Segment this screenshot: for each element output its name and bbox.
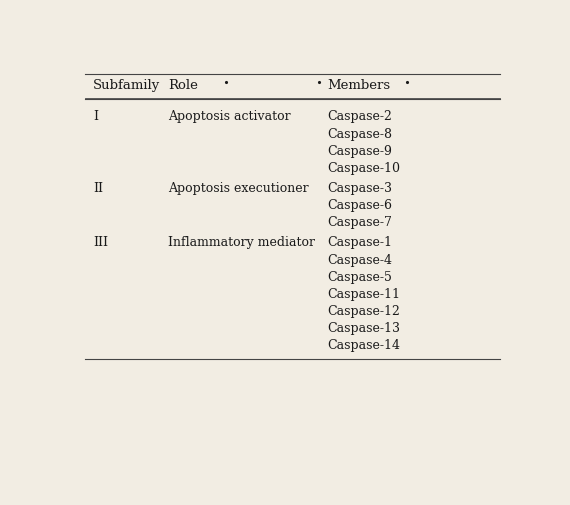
- Text: Caspase-12: Caspase-12: [327, 305, 400, 318]
- Text: Caspase-5: Caspase-5: [327, 271, 392, 284]
- Text: Apoptosis executioner: Apoptosis executioner: [169, 182, 309, 195]
- Text: Caspase-1: Caspase-1: [327, 236, 393, 249]
- Text: Members: Members: [327, 79, 390, 92]
- Text: Apoptosis activator: Apoptosis activator: [169, 111, 291, 124]
- Text: Caspase-2: Caspase-2: [327, 111, 392, 124]
- Text: Subfamily: Subfamily: [93, 79, 161, 92]
- Text: Caspase-11: Caspase-11: [327, 288, 401, 301]
- Text: Caspase-4: Caspase-4: [327, 254, 393, 267]
- Text: Caspase-13: Caspase-13: [327, 322, 401, 335]
- Text: Caspase-3: Caspase-3: [327, 182, 393, 195]
- Text: Caspase-10: Caspase-10: [327, 162, 401, 175]
- Text: Caspase-14: Caspase-14: [327, 339, 401, 352]
- Text: Caspase-7: Caspase-7: [327, 216, 392, 229]
- Text: Inflammatory mediator: Inflammatory mediator: [169, 236, 315, 249]
- Text: Caspase-8: Caspase-8: [327, 128, 393, 140]
- Text: I: I: [93, 111, 99, 124]
- Text: Caspase-9: Caspase-9: [327, 145, 392, 158]
- Text: III: III: [93, 236, 108, 249]
- Text: II: II: [93, 182, 103, 195]
- Text: Caspase-6: Caspase-6: [327, 199, 393, 212]
- Text: Role: Role: [169, 79, 198, 92]
